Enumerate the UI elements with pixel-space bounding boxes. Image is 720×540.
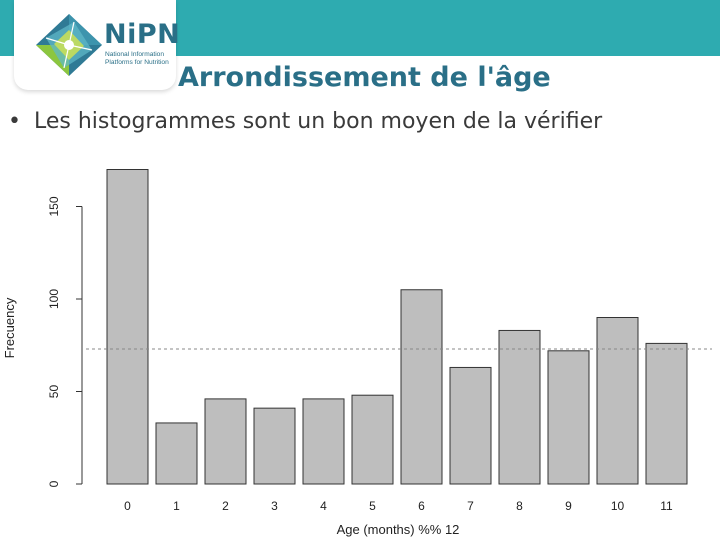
logo-diamond-icon [34, 12, 104, 78]
x-tick-label: 9 [565, 499, 572, 513]
y-axis-title: Frecuency [2, 297, 17, 358]
bullet-dot: • [8, 109, 34, 134]
bullet-item: •Les histogrammes sont un bon moyen de l… [8, 109, 602, 134]
x-tick-label: 1 [173, 499, 180, 513]
histogram-bar [450, 367, 491, 484]
x-tick-label: 11 [660, 499, 673, 513]
y-tick-label: 0 [47, 480, 61, 487]
histogram-bar [352, 395, 393, 484]
x-tick-label: 0 [124, 499, 131, 513]
logo-wordmark: NiPN [104, 19, 180, 50]
logo-subtitle: National Information Platforms for Nutri… [105, 51, 175, 66]
x-tick-label: 3 [271, 499, 278, 513]
x-axis-title: Age (months) %% 12 [337, 522, 460, 537]
x-tick-label: 4 [320, 499, 327, 513]
histogram-bar [303, 399, 344, 484]
histogram-bar [254, 408, 295, 484]
y-tick-label: 150 [47, 196, 61, 216]
histogram-bar [401, 290, 442, 484]
histogram-bar [107, 170, 148, 485]
histogram-bar [646, 343, 687, 484]
x-tick-label: 7 [467, 499, 474, 513]
x-tick-label: 6 [418, 499, 425, 513]
y-tick-label: 50 [47, 385, 61, 399]
nipn-logo: NiPN National Information Platforms for … [14, 0, 176, 90]
y-tick-label: 100 [47, 289, 61, 309]
x-tick-label: 10 [611, 499, 625, 513]
histogram-bar [499, 330, 540, 484]
histogram-bar [548, 351, 589, 484]
x-tick-label: 5 [369, 499, 376, 513]
histogram-bar [156, 423, 197, 484]
x-tick-label: 8 [516, 499, 523, 513]
histogram-bar [205, 399, 246, 484]
x-tick-label: 2 [222, 499, 229, 513]
logo-subtitle-line-2: Platforms for Nutrition [105, 59, 175, 67]
logo-subtitle-line-1: National Information [105, 51, 175, 59]
bullet-text: Les histogrammes sont un bon moyen de la… [34, 109, 602, 134]
age-histogram-chart: 0 50 100 150 0 1 2 3 4 5 6 7 8 9 10 11 Age (months) %% 1… [0, 150, 720, 540]
slide-title: Arrondissement de l'âge [178, 62, 551, 93]
histogram-bar [597, 318, 638, 485]
